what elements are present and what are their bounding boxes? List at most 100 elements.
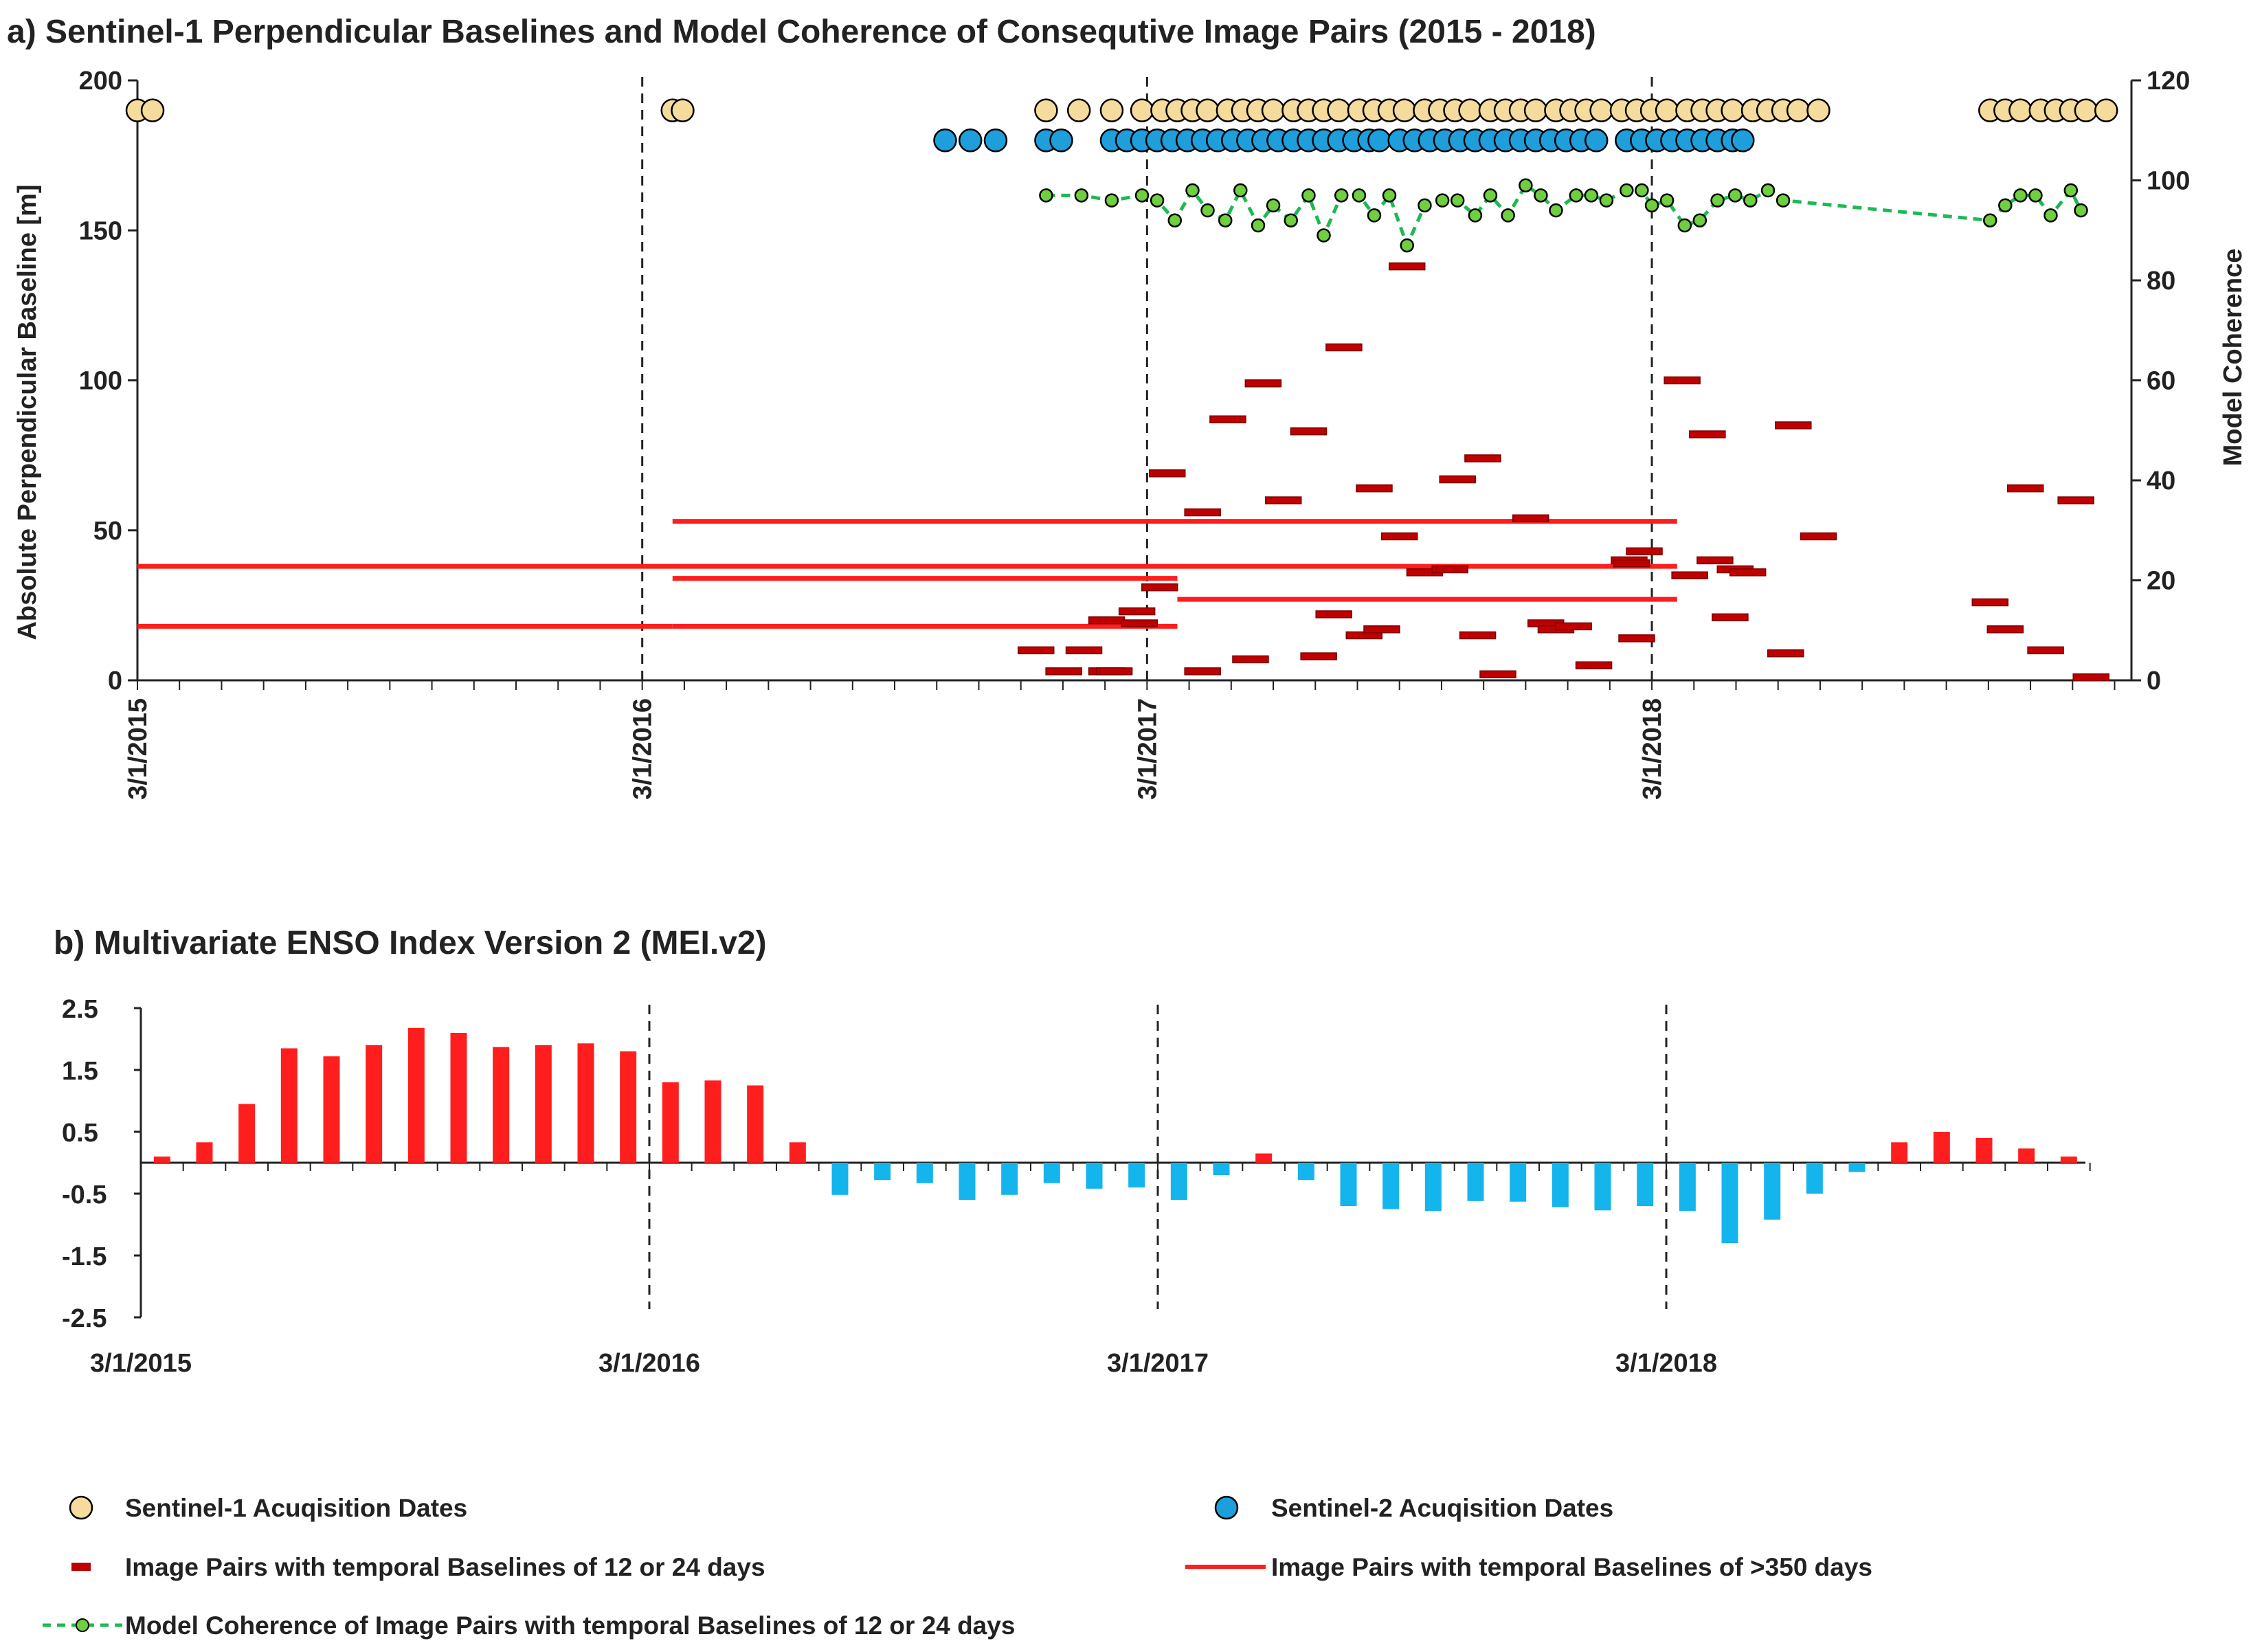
chart-a-short-pair-mark <box>1575 661 1613 669</box>
chart-b-bar <box>1679 1163 1696 1212</box>
chart-a: a) Sentinel-1 Perpendicular Baselines an… <box>7 14 2248 800</box>
legend-s1-swatch <box>69 1495 93 1520</box>
chart-a-short-pair-mark <box>1149 469 1186 478</box>
chart-a-short-pair-mark <box>1712 613 1749 622</box>
chart-a-short-pair-mark <box>1689 430 1726 438</box>
chart-a-coherence-point <box>1776 193 1791 208</box>
chart-a-short-pair-mark <box>1141 583 1178 592</box>
chart-b-bar <box>2060 1157 2077 1163</box>
chart-a-short-pair-mark <box>1971 598 2009 607</box>
chart-a-coherence-point <box>1435 193 1450 208</box>
chart-b-bar <box>1975 1138 1993 1163</box>
legend-short-pairs-label: Image Pairs with temporal Baselines of 1… <box>125 1553 765 1581</box>
chart-a-short-pair-mark <box>2027 646 2064 655</box>
chart-b-bar <box>1933 1132 1950 1163</box>
chart-a-ytick-label: 150 <box>79 216 122 245</box>
chart-a-short-pair-mark <box>1380 532 1418 541</box>
chart-b-bar <box>1848 1163 1866 1172</box>
chart-a-short-pair-mark <box>1300 652 1337 660</box>
chart-a-short-pair-mark <box>1464 454 1501 462</box>
chart-a-xtick-label: 3/1/2015 <box>124 698 153 800</box>
chart-a-short-pair-mark <box>1184 508 1221 517</box>
chart-a-short-pair-mark <box>1264 496 1302 504</box>
chart-a-s2-acquisition <box>958 129 983 153</box>
chart-a-short-pair-mark <box>2072 673 2109 682</box>
chart-a-short-pair-mark <box>1232 655 1269 664</box>
chart-a-coherence-point <box>1549 203 1563 218</box>
chart-a-short-pair-mark <box>2057 496 2094 504</box>
chart-a-coherence-point <box>1728 188 1743 203</box>
chart-a-short-pair-mark <box>1121 619 1158 627</box>
chart-a-s1-acquisition <box>1066 98 1091 122</box>
chart-b-bar <box>1255 1153 1273 1163</box>
chart-b-bar <box>153 1157 170 1163</box>
chart-a-short-pair-mark <box>1388 262 1426 271</box>
chart-a-coherence-point <box>1251 218 1266 233</box>
chart-a-short-pair-mark <box>2006 484 2044 493</box>
chart-a-short-pair-mark <box>1244 379 1282 388</box>
chart-a-short-pair-mark <box>1363 625 1400 634</box>
chart-a-short-pair-mark <box>1671 571 1708 579</box>
chart-b-ytick-label: -2.5 <box>62 1304 107 1333</box>
chart-b-ytick-label: 0.5 <box>62 1119 98 1148</box>
chart-a-y2tick-label: 40 <box>2147 467 2175 495</box>
chart-b-bar <box>1552 1163 1569 1207</box>
chart-a-coherence-point <box>1710 193 1725 208</box>
chart-a-short-pair-mark <box>1729 568 1767 577</box>
chart-b-bar <box>1128 1163 1145 1187</box>
chart-a-coherence-point <box>1569 188 1584 203</box>
chart-b-bar <box>280 1048 298 1163</box>
chart-b-bar <box>874 1163 891 1181</box>
chart-a-s2-acquisition <box>1049 129 1073 153</box>
chart-b-bar <box>789 1142 806 1163</box>
chart-a-short-pair-mark <box>1356 484 1393 493</box>
chart-a-coherence-point <box>2013 188 2028 203</box>
chart-a-y2tick-label: 80 <box>2147 267 2175 295</box>
chart-a-coherence-point <box>1134 188 1150 203</box>
chart-a-s2-acquisition <box>933 129 957 153</box>
chart-a-coherence-point <box>2074 203 2088 218</box>
legend-s1-label: Sentinel-1 Acuqisition Dates <box>125 1494 467 1522</box>
chart-a-s1-acquisition <box>1786 98 1811 122</box>
chart-a-title: a) Sentinel-1 Perpendicular Baselines an… <box>7 14 1596 50</box>
chart-a-coherence-point <box>1983 213 1997 227</box>
chart-a-s1-acquisition <box>140 98 165 122</box>
chart-a-coherence-point <box>1483 188 1498 203</box>
chart-a-short-pair-mark <box>1555 622 1592 631</box>
chart-a-coherence-point <box>1382 188 1397 203</box>
chart-a-s2-acquisition <box>1731 129 1755 153</box>
chart-b-bar <box>1637 1163 1654 1206</box>
chart-b-bar <box>323 1056 340 1163</box>
chart-a-coherence-point <box>1620 183 1634 198</box>
chart-a-short-pair-mark <box>1986 625 2024 634</box>
chart-b-bar <box>1170 1163 1187 1200</box>
chart-b: b) Multivariate ENSO Index Version 2 (ME… <box>54 925 2091 1378</box>
chart-a-ytick-label: 50 <box>93 517 122 546</box>
chart-b-bar <box>1043 1163 1060 1183</box>
chart-a-xtick-label: 3/1/2017 <box>1133 698 1162 800</box>
chart-a-coherence-point <box>1266 198 1281 213</box>
chart-b-bar <box>620 1051 637 1163</box>
chart-b-bar <box>238 1104 256 1163</box>
chart-a-coherence-point <box>1743 193 1758 208</box>
chart-a-ylabel: Absolute Perpendicular Baseline [m] <box>13 184 42 640</box>
chart-a-short-pair-mark <box>1088 616 1126 625</box>
chart-b-xtick-label: 3/1/2017 <box>1107 1349 1209 1378</box>
chart-a-short-pair-mark <box>1512 514 1549 523</box>
chart-a-coherence-point <box>1998 198 2013 213</box>
chart-a-coherence-point <box>1367 208 1382 223</box>
chart-a-s1-acquisition <box>1130 98 1154 122</box>
chart-a-coherence-point <box>1692 213 1707 227</box>
chart-b-bar <box>704 1080 721 1163</box>
chart-b-bar <box>1764 1163 1781 1220</box>
chart-b-bar <box>831 1163 849 1195</box>
chart-a-s1-acquisition <box>1196 98 1220 122</box>
chart-a-s1-acquisition <box>1261 98 1286 122</box>
legend-long-pairs-label: Image Pairs with temporal Baselines of >… <box>1271 1553 1872 1581</box>
chart-a-short-pair-mark <box>1095 667 1133 676</box>
chart-b-bar <box>577 1043 594 1163</box>
chart-a-s1-acquisition <box>1655 98 1679 122</box>
chart-b-bar <box>450 1033 467 1163</box>
chart-a-s1-acquisition <box>1099 98 1124 122</box>
chart-a-short-pair-mark <box>1439 475 1476 484</box>
